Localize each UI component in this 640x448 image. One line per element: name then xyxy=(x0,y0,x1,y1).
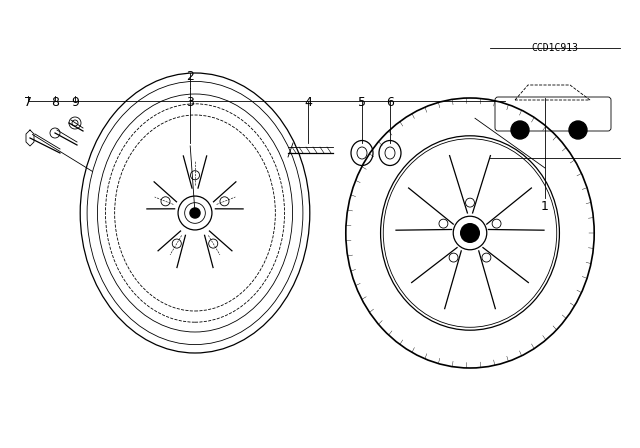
Circle shape xyxy=(190,208,200,218)
Text: 5: 5 xyxy=(358,96,366,109)
Text: 6: 6 xyxy=(386,96,394,109)
Text: 4: 4 xyxy=(304,96,312,109)
Text: 9: 9 xyxy=(71,96,79,109)
Text: 2: 2 xyxy=(186,70,194,83)
Circle shape xyxy=(569,121,587,139)
Text: 1: 1 xyxy=(541,200,549,213)
Text: 7: 7 xyxy=(24,96,32,109)
Text: 8: 8 xyxy=(51,96,59,109)
Circle shape xyxy=(461,224,479,242)
Circle shape xyxy=(511,121,529,139)
Text: CCD1C913: CCD1C913 xyxy=(531,43,579,53)
Text: 3: 3 xyxy=(186,96,194,109)
